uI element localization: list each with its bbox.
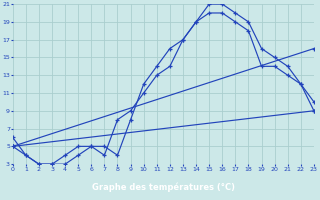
Text: Graphe des températures (°C): Graphe des températures (°C) (92, 182, 235, 192)
